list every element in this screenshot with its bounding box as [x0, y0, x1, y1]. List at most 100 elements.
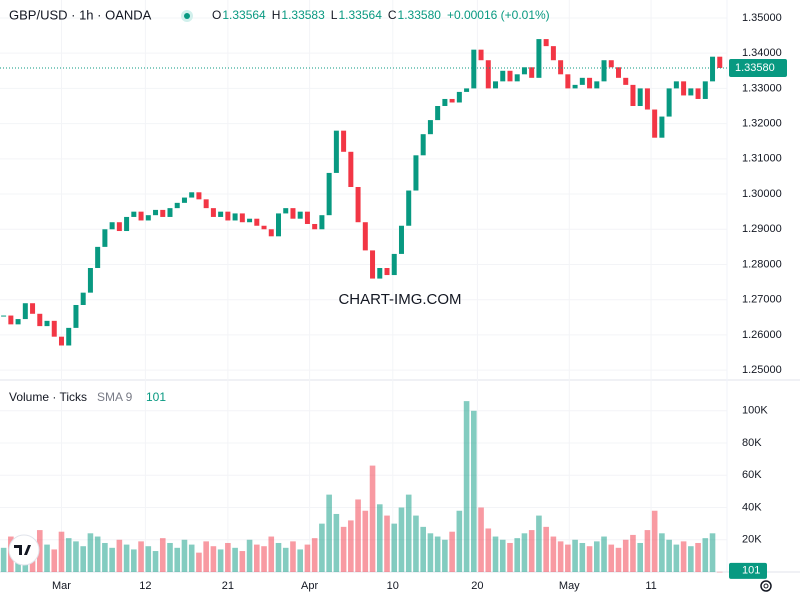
candle — [326, 172, 332, 216]
volume-bar — [225, 542, 231, 572]
candle — [131, 211, 137, 217]
volume-bar — [210, 546, 217, 572]
candle — [138, 211, 144, 221]
last-price-label: 1.33580 — [735, 62, 775, 74]
quote-part: C — [388, 8, 397, 22]
volume-bar — [87, 533, 94, 572]
volume-bar — [268, 536, 275, 572]
last-price-box — [729, 58, 787, 77]
candle — [218, 211, 224, 217]
volume-bar — [333, 513, 340, 572]
volume-bar — [0, 547, 7, 572]
x-tick-label: 11 — [645, 580, 656, 592]
candle — [608, 60, 614, 68]
candle — [58, 336, 64, 346]
volume-bar — [51, 549, 58, 572]
candle — [406, 190, 412, 226]
volume-bar — [261, 546, 267, 572]
x-tick-label: 21 — [222, 580, 234, 592]
volume-bar — [391, 523, 398, 572]
y-tick-label: 80K — [742, 437, 762, 449]
candle — [659, 116, 665, 138]
candle — [95, 246, 101, 269]
volume-bar — [709, 533, 716, 572]
volume-bar — [427, 533, 434, 572]
volume-bar — [73, 541, 79, 572]
candle — [319, 215, 325, 230]
candle — [493, 81, 499, 89]
candle — [66, 327, 72, 346]
volume-bar — [680, 541, 687, 572]
candle — [290, 208, 296, 219]
volume-bar — [275, 542, 282, 572]
volume-bar — [572, 539, 578, 572]
volume-bar — [651, 510, 658, 572]
volume-bar — [123, 544, 130, 572]
volume-bar — [702, 538, 709, 572]
quote-part: 1.33564 — [338, 8, 382, 22]
volume-bar — [673, 544, 680, 572]
candle — [398, 225, 404, 254]
volume-bar — [131, 549, 137, 572]
volume-bar — [116, 539, 123, 572]
volume-bar — [203, 541, 209, 572]
volume-bar — [232, 547, 238, 572]
volume-bar — [456, 510, 463, 572]
y-tick-label: 1.32000 — [742, 118, 782, 130]
candle — [22, 303, 28, 320]
volume-bar — [716, 571, 723, 573]
volume-bar — [644, 530, 651, 572]
candle — [471, 49, 477, 89]
volume-bar — [615, 547, 622, 572]
candle — [341, 130, 347, 152]
volume-bar — [593, 541, 600, 572]
x-tick-label: Apr — [301, 580, 318, 592]
volume-bar — [348, 520, 354, 572]
candle — [15, 319, 21, 325]
candle — [87, 268, 93, 293]
candle — [391, 253, 397, 276]
candle — [355, 187, 361, 223]
candle — [630, 84, 636, 107]
candle — [116, 222, 122, 232]
candle — [210, 208, 216, 217]
candle — [8, 315, 14, 325]
y-tick-label: 1.29000 — [742, 223, 782, 235]
candle — [442, 98, 448, 107]
volume-title: Volume · Ticks — [9, 390, 87, 404]
candle — [283, 208, 289, 214]
volume-bar — [557, 541, 564, 572]
volume-bar — [376, 504, 383, 572]
y-tick-label: 1.28000 — [742, 258, 782, 270]
candle — [370, 250, 376, 279]
watermark: CHART-IMG.COM — [338, 291, 461, 308]
candle — [109, 222, 115, 230]
settings-icon[interactable] — [760, 580, 772, 592]
volume-bar — [601, 536, 607, 572]
y-tick-label: 20K — [742, 534, 762, 546]
candle — [174, 202, 180, 209]
candle — [485, 60, 491, 89]
volume-bar — [442, 539, 448, 572]
volume-bar — [145, 546, 152, 572]
candle — [413, 155, 419, 191]
candle — [637, 88, 643, 107]
candle — [558, 60, 564, 75]
volume-bar — [586, 546, 593, 572]
candle — [565, 74, 571, 89]
volume-bar — [449, 531, 455, 572]
candle — [543, 39, 549, 47]
volume-bar — [405, 494, 412, 572]
volume-bar — [217, 549, 224, 572]
candle — [507, 70, 513, 82]
candle — [384, 268, 390, 276]
symbol-title: GBP/USD · 1h · OANDA — [9, 7, 152, 22]
candle — [420, 134, 426, 156]
volume-bar — [80, 546, 86, 572]
candle — [579, 77, 585, 85]
candle — [666, 88, 672, 117]
candle — [710, 56, 716, 82]
candle — [435, 106, 441, 121]
candle — [673, 81, 679, 89]
last-volume-box — [729, 562, 767, 579]
